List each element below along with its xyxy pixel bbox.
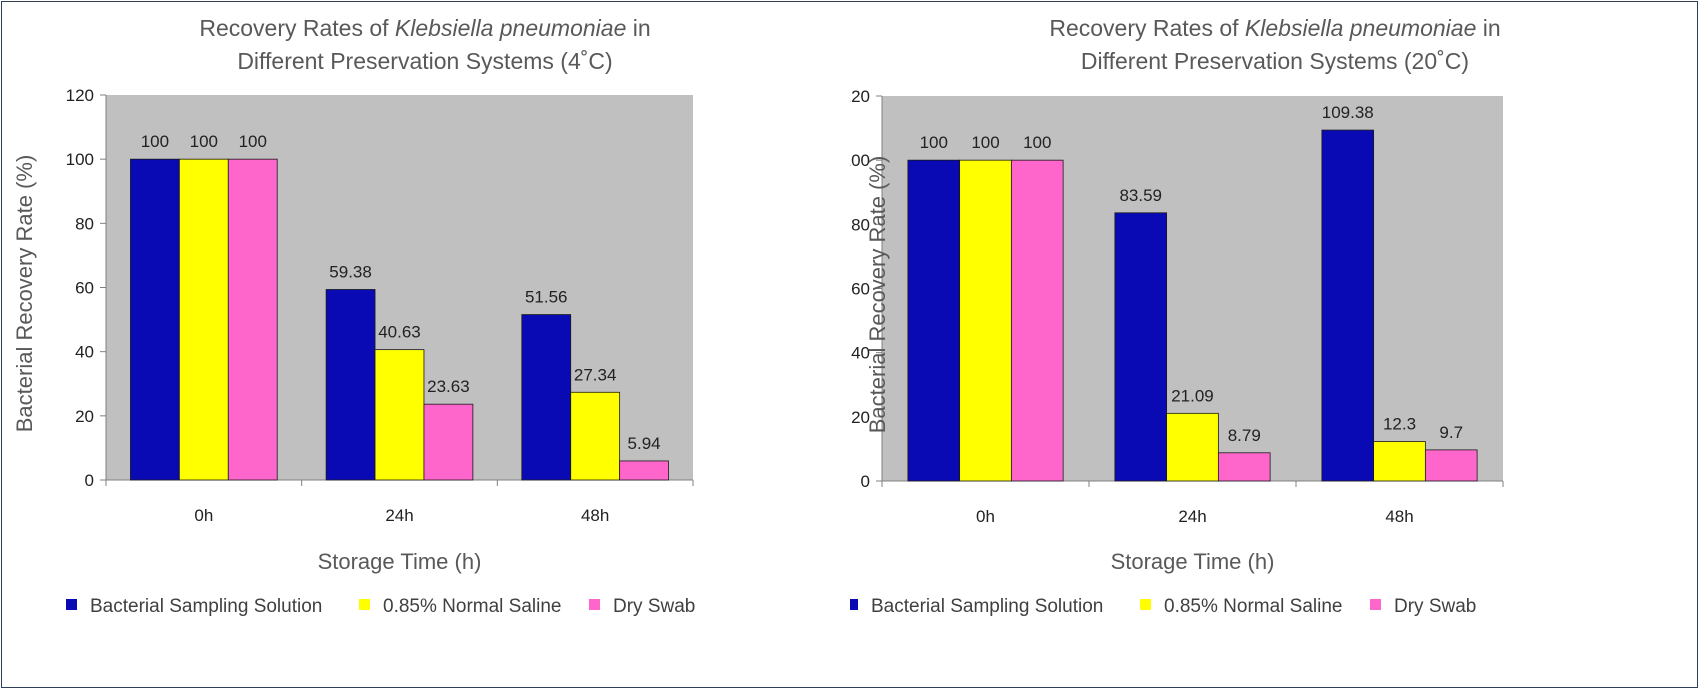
bar <box>1217 452 1271 482</box>
bar-chart-4c: 0 20 40 60 80 100 120 Bacterial Recovery Rate (… <box>12 86 695 617</box>
data-label: 12.3 <box>1383 415 1416 434</box>
bar <box>1373 441 1426 482</box>
bar <box>521 314 572 481</box>
legend-label: 0.85% Normal Saline <box>383 596 561 617</box>
legend-swatch <box>359 599 370 610</box>
chart-title: Recovery Rates of Klebsiella pneumoniae … <box>850 12 1700 78</box>
data-label: 100 <box>920 133 948 152</box>
bar <box>1114 212 1168 482</box>
bar <box>1321 129 1375 482</box>
legend-label: Bacterial Sampling Solution <box>90 596 322 617</box>
bar <box>325 289 376 481</box>
bar-chart-20c: 0 20 40 60 80 100 120 Bacterial Recovery Rate (… <box>850 87 1504 617</box>
legend-label: Dry Swab <box>1394 596 1476 617</box>
bar <box>178 158 229 481</box>
x-axis-label: Storage Time (h) <box>1111 549 1275 574</box>
data-label: 40.63 <box>378 323 421 342</box>
chart-title-prefix: Recovery Rates of <box>199 15 395 41</box>
legend-swatch <box>66 599 77 610</box>
chart-title-prefix: Recovery Rates of <box>1049 15 1245 41</box>
chart-title-suffix: in <box>1476 15 1501 41</box>
bar <box>959 159 1012 482</box>
chart-title-line2: Different Preservation Systems (4˚C) <box>237 48 613 74</box>
data-label: 59.38 <box>329 262 372 281</box>
legend-label: Dry Swab <box>613 596 695 617</box>
data-label: 100 <box>971 133 999 152</box>
data-label: 9.7 <box>1439 423 1463 442</box>
y-tick-label: 120 <box>850 87 870 106</box>
y-tick-label: 100 <box>850 151 870 170</box>
bar <box>130 158 180 481</box>
data-label: 51.56 <box>525 288 568 307</box>
bar <box>1166 412 1219 482</box>
data-label: 100 <box>1023 133 1051 152</box>
y-tick-label: 100 <box>66 150 94 169</box>
chart-title-species: Klebsiella pneumoniae <box>1244 15 1477 41</box>
chart-title-line2: Different Preservation Systems (20˚C) <box>1080 48 1470 74</box>
y-tick-label: 0 <box>861 472 870 491</box>
y-tick-label: 0 <box>85 471 94 490</box>
y-tick-label: 60 <box>851 280 870 299</box>
y-tick-label: 20 <box>851 408 870 427</box>
legend-label: 0.85% Normal Saline <box>1164 596 1342 617</box>
bar <box>1424 449 1478 482</box>
x-tick-label: 0h <box>194 506 213 525</box>
bar <box>374 349 425 481</box>
chart-title-species: Klebsiella pneumoniae <box>394 15 627 41</box>
x-tick-label: 24h <box>385 506 413 525</box>
x-tick-label: 48h <box>581 506 609 525</box>
x-axis-label: Storage Time (h) <box>318 549 482 574</box>
y-tick-label: 80 <box>851 215 870 234</box>
data-label: 23.63 <box>427 377 470 396</box>
data-label: 100 <box>239 132 267 151</box>
bar <box>423 403 474 481</box>
bar <box>907 159 961 482</box>
data-label: 8.79 <box>1228 426 1261 445</box>
legend-label: Bacterial Sampling Solution <box>871 596 1103 617</box>
y-axis-label: Bacterial Recovery Rate (%) <box>865 156 890 434</box>
data-label: 21.09 <box>1171 386 1214 405</box>
y-tick-label: 40 <box>75 343 94 362</box>
legend-swatch <box>850 599 858 610</box>
data-label: 109.38 <box>1322 103 1374 122</box>
data-label: 100 <box>141 132 169 151</box>
chart-title-suffix: in <box>626 15 651 41</box>
y-tick-label: 20 <box>75 407 94 426</box>
bar <box>619 460 669 481</box>
bar <box>1010 159 1064 482</box>
data-label: 5.94 <box>628 434 661 453</box>
y-tick-label: 120 <box>66 86 94 105</box>
chart-panel-4c: Recovery Rates of Klebsiella pneumoniae … <box>0 0 850 691</box>
bar <box>570 391 621 481</box>
data-label: 27.34 <box>574 365 617 384</box>
x-tick-label: 0h <box>976 507 995 526</box>
y-tick-label: 80 <box>75 214 94 233</box>
legend-swatch <box>589 599 600 610</box>
legend-swatch <box>1370 599 1381 610</box>
y-tick-label: 40 <box>851 344 870 363</box>
legend-swatch <box>1140 599 1151 610</box>
bar <box>227 158 278 481</box>
x-tick-label: 24h <box>1178 507 1206 526</box>
data-label: 100 <box>190 132 218 151</box>
x-tick-label: 48h <box>1385 507 1413 526</box>
y-axis-label: Bacterial Recovery Rate (%) <box>12 155 37 433</box>
chart-title: Recovery Rates of Klebsiella pneumoniae … <box>0 12 850 78</box>
data-label: 83.59 <box>1119 186 1162 205</box>
y-tick-label: 60 <box>75 279 94 298</box>
chart-panel-20c: Recovery Rates of Klebsiella pneumoniae … <box>850 0 1700 691</box>
